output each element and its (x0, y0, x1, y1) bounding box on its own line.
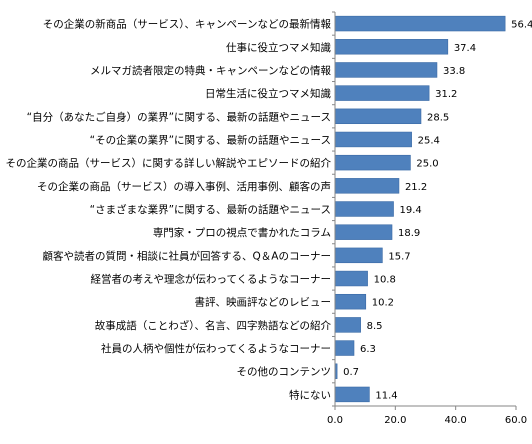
value-label: 25.4 (418, 135, 440, 146)
value-label: 19.4 (400, 205, 422, 216)
category-label: “その企業の業界”に関する、最新の話題やニュース (90, 133, 331, 146)
value-label: 21.2 (405, 182, 427, 193)
category-label: その企業の新商品（サービス）、キャンペーンなどの最新情報 (43, 18, 332, 31)
category-label: 書評、映画評などのレビュー (195, 296, 332, 309)
category-label: 故事成語（ことわざ）、名言、四字熟語などの紹介 (95, 319, 332, 332)
bar (334, 340, 355, 356)
value-label: 15.7 (388, 251, 410, 262)
category-label: その他のコンテンツ (237, 365, 332, 378)
category-label: 仕事に役立つマメ知識 (226, 41, 331, 54)
category-label: 経営者の考えや理念が伝わってくるようなコーナー (91, 273, 331, 286)
value-label: 31.2 (435, 89, 457, 100)
value-label: 8.5 (367, 321, 383, 332)
value-label: 18.9 (398, 228, 420, 239)
x-tick-label: 0.0 (327, 415, 343, 426)
value-label: 0.7 (343, 367, 359, 378)
bar (334, 154, 411, 171)
value-label: 11.4 (375, 390, 397, 401)
x-tick-label: 40.0 (445, 415, 467, 426)
bar (334, 247, 383, 264)
value-label: 28.5 (427, 112, 449, 123)
category-label: “さまざまな業界”に関する、最新の話題やニュース (90, 203, 331, 216)
category-label: 日常生活に役立つマメ知識 (205, 87, 331, 100)
value-label: 10.2 (372, 298, 394, 309)
bar (334, 39, 449, 55)
bar (334, 15, 506, 32)
value-label: 33.8 (443, 66, 465, 77)
bar (334, 386, 370, 403)
x-tick-label: 20.0 (384, 415, 406, 426)
bar (334, 131, 412, 148)
category-label: “自分（あなたご自身）の業界”に関する、最新の話題やニュース (27, 110, 331, 123)
x-tick-label: 60.0 (505, 415, 527, 426)
value-labels: 56.4 37.4 33.8 31.2 28.5 25.4 25.0 21.2 19.4 18.9… (343, 20, 532, 402)
bar (334, 62, 438, 78)
category-label: その企業の商品（サービス）の導入事例、活用事例、顧客の声 (37, 180, 331, 193)
bar (334, 85, 430, 101)
category-labels: その企業の新商品（サービス）、キャンペーンなどの最新情報仕事に役立つマメ知識メル… (6, 18, 332, 402)
bar (334, 201, 394, 217)
bar (334, 224, 393, 240)
x-axis: 0.0 20.0 40.0 60.0 (327, 11, 527, 426)
bar (334, 108, 422, 125)
category-label: その企業の商品（サービス）に関する詳しい解説やエピソードの紹介 (6, 157, 332, 170)
value-label: 56.4 (511, 20, 532, 31)
category-label: 社員の人柄や個性が伝わってくるようなコーナー (101, 342, 331, 355)
value-label: 25.0 (416, 159, 438, 170)
bar (334, 293, 367, 310)
category-label: 顧客や読者の質問・相談に社員が回答する、Q＆Aのコーナー (43, 249, 331, 262)
bar (334, 270, 368, 287)
value-label: 37.4 (454, 43, 476, 54)
category-label: メルマガ読者限定の特典・キャンペーンなどの情報 (90, 64, 331, 77)
category-label: 特にない (289, 389, 331, 401)
bar (334, 317, 361, 333)
category-label: 専門家・プロの視点で書かれたコラム (153, 226, 331, 239)
value-label: 10.8 (374, 275, 396, 286)
value-label: 6.3 (360, 344, 376, 355)
bar (334, 178, 400, 194)
